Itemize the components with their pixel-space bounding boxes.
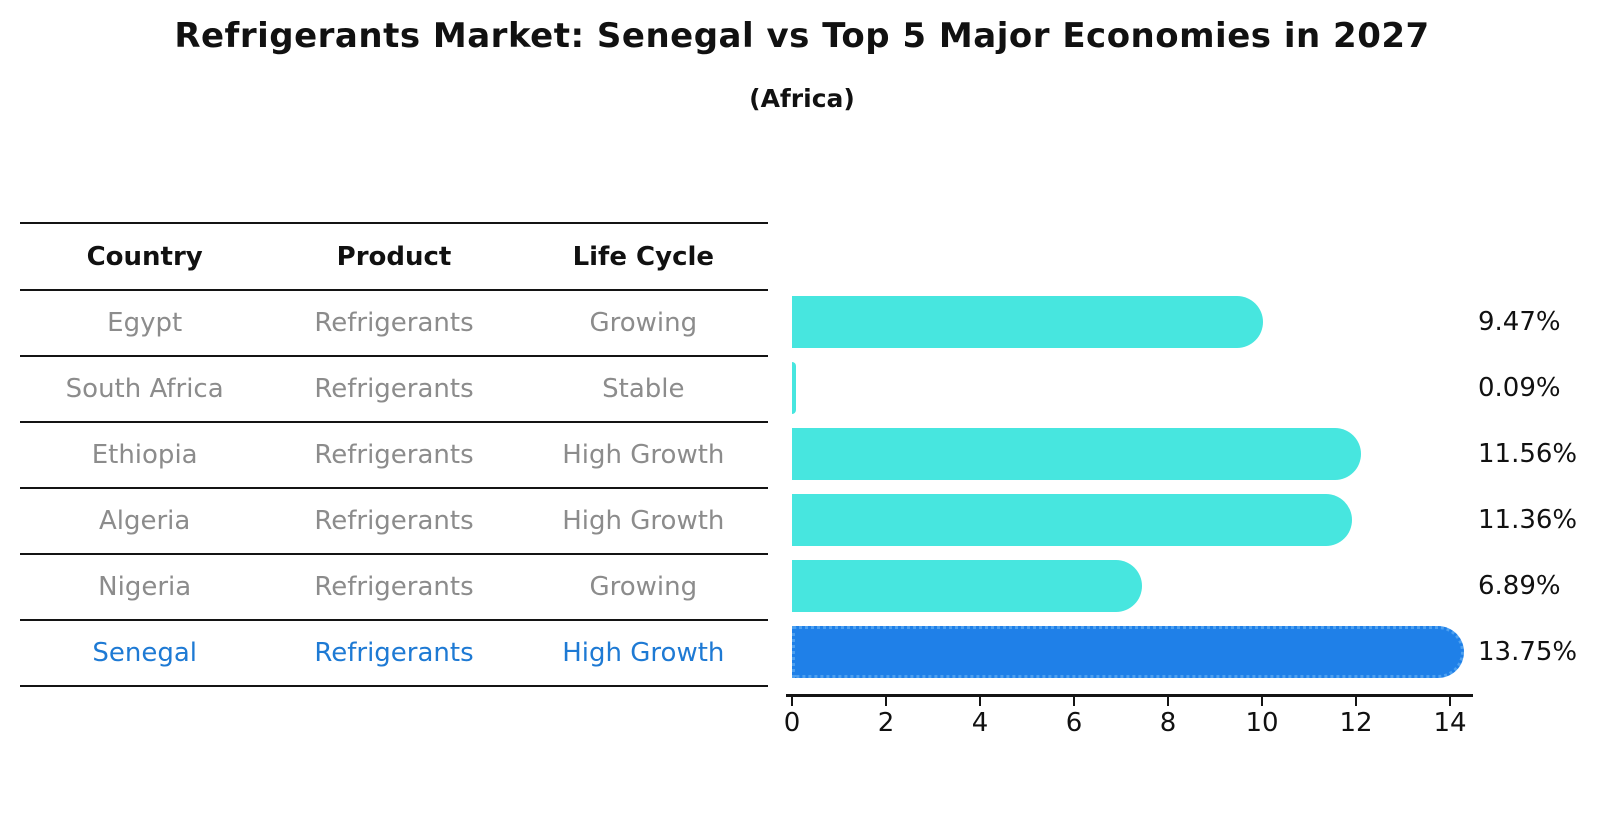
bar-south-africa — [792, 362, 796, 414]
product-cell: Refrigerants — [314, 440, 474, 470]
country-cell: Algeria — [98, 506, 191, 536]
product-cell: Refrigerants — [314, 374, 474, 404]
x-axis-tick-label: 4 — [971, 708, 989, 738]
value-label: 11.36% — [1478, 505, 1578, 535]
country-table: Country Product Life Cycle Egypt Refrige… — [20, 222, 768, 687]
x-axis-tick — [1355, 697, 1357, 706]
x-axis-tick-label: 12 — [1339, 708, 1373, 738]
bar-algeria — [792, 494, 1352, 546]
life-cycle-cell: Stable — [602, 374, 685, 404]
table-row: Senegal Refrigerants High Growth — [20, 621, 768, 687]
table-header-row: Country Product Life Cycle — [20, 224, 768, 291]
bar-egypt — [792, 296, 1263, 348]
x-axis-tick-label: 0 — [783, 708, 801, 738]
product-cell: Refrigerants — [314, 572, 474, 602]
chart-title: Refrigerants Market: Senegal vs Top 5 Ma… — [174, 16, 1430, 56]
x-axis-line — [786, 694, 1473, 697]
x-axis-tick-label: 2 — [877, 708, 895, 738]
x-axis-tick-label: 14 — [1433, 708, 1467, 738]
life-cycle-cell: High Growth — [562, 638, 725, 668]
bar-ethiopia — [792, 428, 1361, 480]
country-cell: South Africa — [65, 374, 224, 404]
table-row: Algeria Refrigerants High Growth — [20, 489, 768, 555]
country-cell: Senegal — [92, 638, 197, 668]
header-life-cycle: Life Cycle — [572, 241, 715, 272]
value-label: 13.75% — [1478, 637, 1578, 667]
x-axis-tick — [979, 697, 981, 706]
product-cell: Refrigerants — [314, 308, 474, 338]
x-axis-tick — [885, 697, 887, 706]
header-country: Country — [86, 241, 203, 272]
value-label: 0.09% — [1478, 373, 1561, 403]
bar-senegal — [792, 626, 1464, 678]
x-axis-tick — [791, 697, 793, 706]
life-cycle-cell: High Growth — [562, 440, 725, 470]
x-axis-tick — [1167, 697, 1169, 706]
x-axis-tick-label: 6 — [1065, 708, 1083, 738]
x-axis-tick-label: 8 — [1159, 708, 1177, 738]
x-axis-tick — [1073, 697, 1075, 706]
value-label: 9.47% — [1478, 307, 1561, 337]
country-cell: Ethiopia — [91, 440, 198, 470]
product-cell: Refrigerants — [314, 506, 474, 536]
table-row: Ethiopia Refrigerants High Growth — [20, 423, 768, 489]
life-cycle-cell: Growing — [589, 572, 698, 602]
product-cell: Refrigerants — [314, 638, 474, 668]
life-cycle-cell: Growing — [589, 308, 698, 338]
x-axis-tick — [1261, 697, 1263, 706]
header-product: Product — [336, 241, 452, 272]
value-label: 11.56% — [1478, 439, 1578, 469]
x-axis-tick-label: 10 — [1245, 708, 1279, 738]
country-cell: Egypt — [107, 308, 183, 338]
value-label: 6.89% — [1478, 571, 1561, 601]
country-cell: Nigeria — [98, 572, 192, 602]
chart-subtitle: (Africa) — [749, 84, 855, 113]
x-axis-tick — [1449, 697, 1451, 706]
life-cycle-cell: High Growth — [562, 506, 725, 536]
table-row: Nigeria Refrigerants Growing — [20, 555, 768, 621]
table-row: Egypt Refrigerants Growing — [20, 291, 768, 357]
bar-nigeria — [792, 560, 1142, 612]
table-row: South Africa Refrigerants Stable — [20, 357, 768, 423]
